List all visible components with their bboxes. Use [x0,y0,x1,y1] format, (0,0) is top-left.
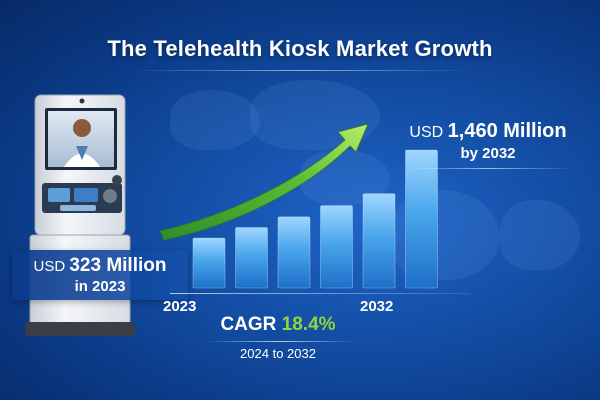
x-tick-label-end: 2032 [360,298,394,315]
cagr-label: CAGR 18.4% [198,314,358,336]
bar-6 [405,149,438,289]
start-value-number: 323 Million [69,255,167,276]
bar-3 [277,216,311,289]
end-value-year: by 2032 [460,145,516,162]
bar-1 [192,237,226,289]
start-value-prefix: USD [33,258,66,275]
cagr-period: 2024 to 2032 [240,346,316,361]
bar-5 [362,193,396,289]
start-value-callout: USD 323 Million in 2023 [12,250,188,300]
world-map-background [500,200,580,270]
world-map-background [170,90,260,150]
start-value-amount: USD 323 Million [12,255,188,277]
cagr-divider [206,341,356,342]
start-value-year: in 2023 [74,278,126,295]
cagr-value: 18.4% [281,314,336,335]
growth-arrow [159,123,369,241]
bar-2 [235,227,268,289]
end-value-number: 1,460 Million [447,120,567,142]
end-value-amount: USD 1,460 Million [398,120,578,143]
cagr-title: CAGR [220,314,277,335]
bar-4 [320,205,353,289]
end-value-callout: USD 1,460 Million by 2032 [398,120,578,162]
end-value-prefix: USD [409,124,444,141]
bar-series [192,149,438,289]
x-tick-label-start: 2023 [163,298,197,315]
end-value-divider [404,168,574,169]
x-axis-line [170,293,470,294]
page-title: The Telehealth Kiosk Market Growth [107,36,493,61]
title-divider [130,70,470,71]
